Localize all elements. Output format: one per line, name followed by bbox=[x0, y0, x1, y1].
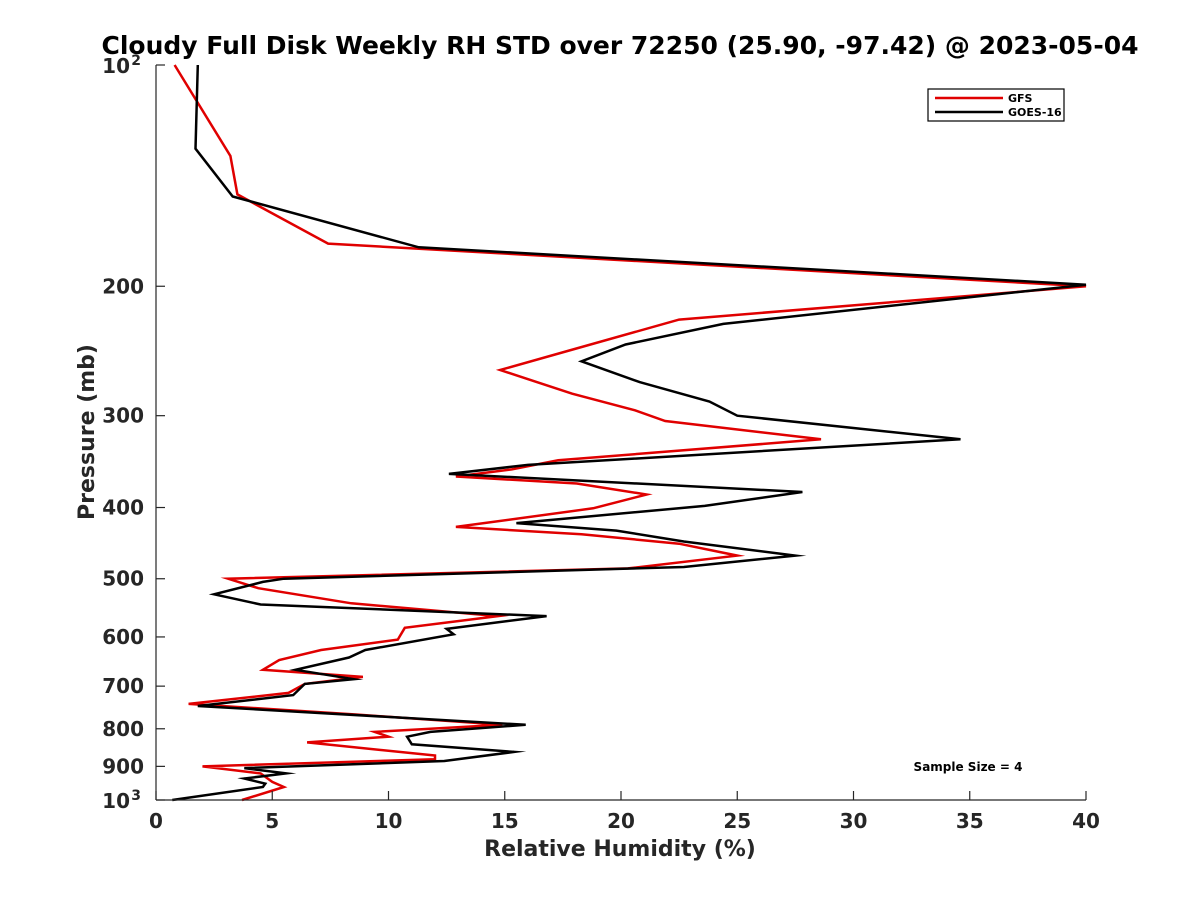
x-tick-label: 15 bbox=[491, 809, 519, 833]
x-tick-label: 0 bbox=[149, 809, 163, 833]
y-tick-label: 800 bbox=[102, 717, 144, 741]
x-axis-label: Relative Humidity (%) bbox=[484, 837, 756, 862]
sample-size-annotation: Sample Size = 4 bbox=[914, 760, 1023, 774]
y-axis-label: Pressure (mb) bbox=[75, 344, 100, 520]
y-tick-label: 300 bbox=[102, 404, 144, 428]
x-tick-label: 25 bbox=[723, 809, 751, 833]
x-tick-label: 5 bbox=[265, 809, 279, 833]
x-tick-label: 10 bbox=[375, 809, 403, 833]
chart-title: Cloudy Full Disk Weekly RH STD over 7225… bbox=[101, 31, 1138, 60]
x-tick-label: 40 bbox=[1072, 809, 1100, 833]
y-tick-label: 400 bbox=[102, 496, 144, 520]
x-tick-label: 30 bbox=[840, 809, 868, 833]
y-tick-label: 900 bbox=[102, 754, 144, 778]
legend-label-gfs: GFS bbox=[1008, 92, 1033, 105]
legend: GFS GOES-16 bbox=[927, 88, 1065, 122]
y-tick-exponent: 3 bbox=[131, 788, 141, 804]
y-tick-label: 500 bbox=[102, 567, 144, 591]
y-tick-label: 600 bbox=[102, 625, 144, 649]
y-tick-label: 700 bbox=[102, 674, 144, 698]
legend-box bbox=[927, 88, 1065, 122]
series-line-gfs bbox=[173, 64, 1087, 802]
series-layer bbox=[172, 64, 1087, 802]
series-line-goes16 bbox=[172, 64, 1087, 802]
legend-label-goes16: GOES-16 bbox=[1008, 106, 1062, 119]
y-tick-label: 200 bbox=[102, 274, 144, 298]
y-tick-exponent: 2 bbox=[131, 53, 141, 69]
y-tick-label: 10 bbox=[102, 789, 130, 813]
x-tick-label: 20 bbox=[607, 809, 635, 833]
y-tick-label: 10 bbox=[102, 54, 130, 78]
x-tick-label: 35 bbox=[956, 809, 984, 833]
